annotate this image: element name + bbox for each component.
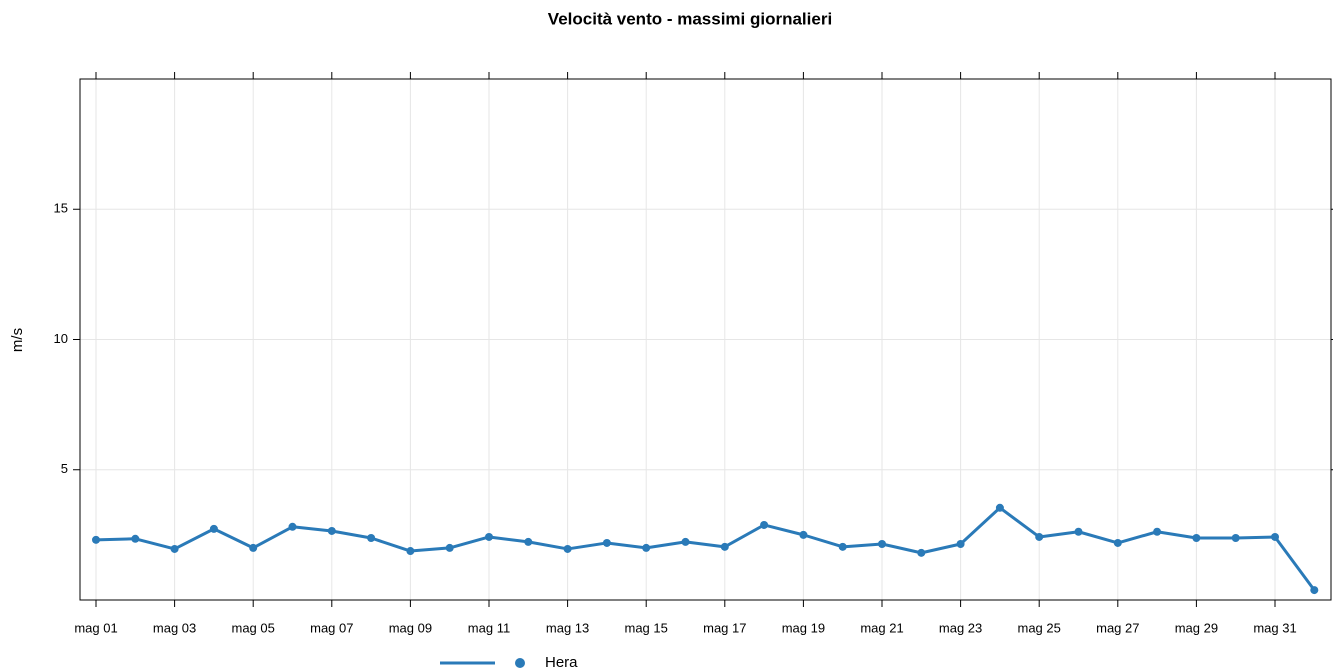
data-point [131,534,140,543]
data-point [1271,532,1279,541]
data-point [1231,534,1240,543]
y-tick-label: 10 [54,331,68,346]
x-tick-label: mag 11 [468,620,510,635]
x-tick-label: mag 07 [310,620,353,635]
data-point [995,503,1004,512]
y-tick-label: 15 [54,201,68,216]
data-point [681,537,690,546]
x-tick-label: mag 05 [232,620,275,635]
data-point [367,534,376,543]
legend-marker [515,658,525,668]
x-tick-label: mag 31 [1253,620,1296,635]
data-point [524,537,533,546]
data-point [1035,532,1044,541]
x-tick-label: mag 09 [389,620,432,635]
x-tick-label: mag 27 [1096,620,1139,635]
x-tick-label: mag 15 [625,620,668,635]
data-point [406,547,415,556]
x-tick-label: mag 01 [74,620,117,635]
x-tick-label: mag 23 [939,620,982,635]
data-point [956,539,965,548]
series-line [95,506,1316,591]
x-tick-label: mag 13 [546,620,589,635]
chart-title: Velocità vento - massimi giornalieri [548,9,832,28]
x-tick-label: mag 25 [1018,620,1061,635]
data-point [760,520,769,529]
x-tick-label: mag 03 [153,620,196,635]
data-point [720,542,729,551]
x-tick-label: mag 17 [703,620,746,635]
data-point [917,548,926,557]
data-point [838,542,847,551]
data-point [602,538,611,547]
plot-frame [79,78,1332,601]
x-tick-label: mag 19 [782,620,825,635]
data-point [1153,527,1162,536]
data-point [799,530,808,539]
data-point [485,532,493,541]
data-point [170,544,179,553]
y-tick-label: 5 [61,461,68,476]
legend-label: Hera [545,654,578,671]
data-point [327,526,336,535]
x-tick-label: mag 21 [860,620,903,635]
data-point [563,544,572,553]
data-point [1074,527,1083,536]
y-axis-label: m/s [9,328,26,352]
data-point [1310,586,1319,595]
data-point [445,543,454,552]
data-point [209,524,218,533]
data-point [288,522,297,531]
data-point [249,543,258,552]
data-point [92,535,100,544]
data-point [1192,534,1201,543]
x-tick-label: mag 29 [1175,620,1218,635]
data-point [642,543,651,552]
data-point [1113,538,1122,547]
data-point [878,539,886,548]
